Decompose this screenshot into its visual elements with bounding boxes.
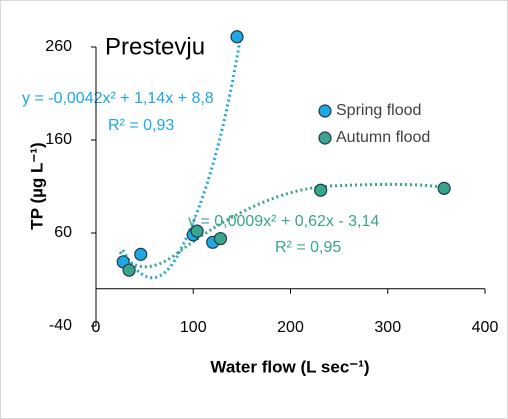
y-tick-label: 260 <box>45 38 72 55</box>
legend-marker <box>318 131 332 145</box>
y-tick-label: 160 <box>45 131 72 148</box>
point <box>230 30 244 44</box>
spring-trendline <box>121 39 242 280</box>
x-tick-label: 200 <box>277 319 304 336</box>
point <box>314 183 328 197</box>
y-axis-label: TP (µg L⁻¹) <box>27 142 46 229</box>
point <box>437 181 451 195</box>
legend-label: Spring flood <box>336 102 421 119</box>
r-squared: R² = 0,93 <box>108 117 174 134</box>
x-tick-label: 100 <box>180 319 207 336</box>
autumn-trendline <box>118 182 446 269</box>
x-tick-label: 0 <box>92 319 101 336</box>
x-tick-label: 300 <box>374 319 401 336</box>
y-tick-label: 60 <box>54 224 72 241</box>
x-axis-label: Water flow (L sec⁻¹) <box>210 357 369 376</box>
r-squared: R² = 0,95 <box>275 239 341 256</box>
legend-marker <box>318 104 332 118</box>
y-tick-label: -40 <box>49 317 72 334</box>
trendline-equation: y = -0,0042x² + 1,14x + 8,8 <box>22 90 214 107</box>
x-tick-label: 400 <box>472 319 499 336</box>
legend-label: Autumn flood <box>336 129 430 146</box>
point <box>190 224 204 238</box>
point <box>122 263 136 277</box>
point <box>213 231 228 246</box>
chart-title: Prestevju <box>105 33 205 60</box>
trendline-equation: y = 0,0009x² + 0,62x - 3,14 <box>188 213 379 230</box>
point <box>134 247 148 261</box>
